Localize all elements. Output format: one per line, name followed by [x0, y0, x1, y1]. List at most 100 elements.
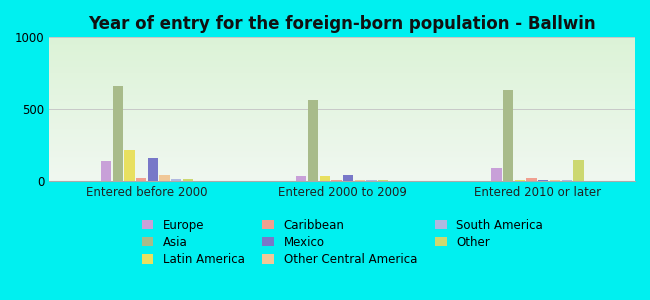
Bar: [550, 180, 560, 181]
Legend: Europe, Asia, Latin America, Caribbean, Mexico, Other Central America, South Ame: Europe, Asia, Latin America, Caribbean, …: [142, 218, 543, 266]
Bar: [49, 118, 635, 119]
Bar: [49, 165, 635, 166]
Bar: [171, 179, 181, 181]
Bar: [49, 131, 635, 132]
Bar: [49, 74, 635, 75]
Bar: [112, 86, 123, 181]
Bar: [49, 152, 635, 153]
Bar: [49, 175, 635, 176]
Bar: [49, 178, 635, 179]
Bar: [49, 146, 635, 147]
Bar: [49, 154, 635, 155]
Bar: [49, 156, 635, 157]
Bar: [49, 139, 635, 140]
Bar: [343, 175, 353, 181]
Bar: [49, 121, 635, 122]
Bar: [49, 70, 635, 71]
Bar: [49, 107, 635, 108]
Bar: [573, 160, 584, 181]
Bar: [49, 128, 635, 129]
Bar: [49, 163, 635, 164]
Bar: [49, 137, 635, 138]
Bar: [101, 161, 111, 181]
Bar: [49, 65, 635, 66]
Bar: [49, 95, 635, 96]
Bar: [49, 92, 635, 93]
Bar: [49, 159, 635, 160]
Bar: [49, 112, 635, 113]
Bar: [49, 55, 635, 56]
Bar: [515, 180, 525, 181]
Bar: [49, 82, 635, 83]
Bar: [49, 124, 635, 125]
Bar: [49, 108, 635, 109]
Bar: [320, 176, 330, 181]
Bar: [49, 113, 635, 114]
Bar: [49, 100, 635, 101]
Bar: [49, 161, 635, 162]
Bar: [49, 140, 635, 141]
Bar: [49, 91, 635, 92]
Bar: [49, 57, 635, 58]
Bar: [378, 180, 389, 181]
Bar: [49, 172, 635, 173]
Bar: [49, 60, 635, 61]
Bar: [49, 132, 635, 133]
Bar: [136, 178, 146, 181]
Bar: [49, 153, 635, 154]
Bar: [49, 39, 635, 40]
Bar: [49, 87, 635, 88]
Bar: [49, 37, 635, 38]
Bar: [49, 52, 635, 53]
Bar: [183, 179, 193, 181]
Bar: [49, 105, 635, 106]
Bar: [49, 66, 635, 67]
Bar: [49, 96, 635, 97]
Bar: [49, 73, 635, 74]
Bar: [148, 158, 158, 181]
Bar: [124, 150, 135, 181]
Bar: [49, 81, 635, 82]
Bar: [49, 155, 635, 156]
Bar: [49, 78, 635, 79]
Title: Year of entry for the foreign-born population - Ballwin: Year of entry for the foreign-born popul…: [88, 15, 596, 33]
Bar: [49, 151, 635, 152]
Bar: [49, 63, 635, 64]
Bar: [49, 109, 635, 110]
Bar: [49, 61, 635, 62]
Bar: [49, 126, 635, 127]
Bar: [503, 90, 514, 181]
Bar: [49, 133, 635, 134]
Bar: [49, 111, 635, 112]
Bar: [49, 90, 635, 91]
Bar: [49, 162, 635, 163]
Bar: [49, 173, 635, 174]
Bar: [49, 169, 635, 170]
Bar: [49, 123, 635, 124]
Bar: [49, 117, 635, 118]
Bar: [49, 130, 635, 131]
Bar: [49, 75, 635, 76]
Bar: [49, 103, 635, 104]
Bar: [355, 180, 365, 181]
Bar: [49, 49, 635, 50]
Bar: [49, 114, 635, 115]
Bar: [49, 149, 635, 150]
Bar: [49, 42, 635, 43]
Bar: [49, 170, 635, 171]
Bar: [49, 72, 635, 73]
Bar: [49, 120, 635, 121]
Bar: [538, 180, 549, 181]
Bar: [49, 59, 635, 60]
Bar: [49, 93, 635, 94]
Bar: [49, 141, 635, 142]
Bar: [49, 160, 635, 161]
Bar: [296, 176, 306, 181]
Bar: [49, 76, 635, 77]
Bar: [49, 116, 635, 117]
Bar: [49, 40, 635, 41]
Bar: [49, 167, 635, 168]
Bar: [49, 122, 635, 123]
Bar: [49, 84, 635, 85]
Bar: [49, 85, 635, 86]
